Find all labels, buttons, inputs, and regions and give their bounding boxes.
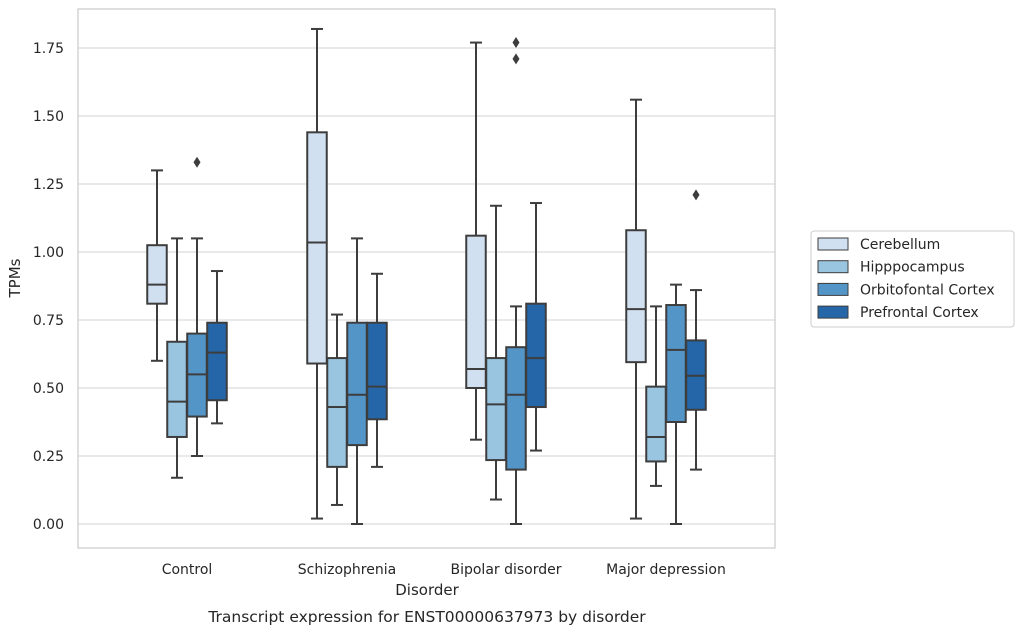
iqr-box: [525, 302, 547, 409]
box-cerebellum-0: [146, 169, 168, 362]
y-tick-label: 1.75: [33, 41, 64, 57]
box-prefrontal-cortex-0: [206, 270, 228, 425]
outlier-point: [193, 156, 201, 168]
box-orbitofontal-cortex-2: [505, 37, 527, 525]
iqr-box: [206, 321, 228, 402]
legend-label: Hipppocampus: [860, 260, 965, 276]
iqr-box: [146, 244, 168, 305]
iqr-box: [366, 321, 388, 421]
grid-lines: [78, 47, 775, 525]
box-hipppocampus-3: [645, 305, 667, 487]
plot-frame: [77, 8, 776, 549]
box-hipppocampus-2: [485, 204, 507, 501]
x-tick-labels: Control Schizophrenia Bipolar disorder Majo…: [162, 562, 726, 578]
outlier-point: [512, 37, 520, 49]
iqr-box: [505, 346, 527, 471]
iqr-box: [326, 357, 348, 468]
iqr-box: [465, 234, 487, 389]
box-prefrontal-cortex-2: [525, 202, 547, 452]
iqr-box: [665, 304, 687, 424]
box-orbitofontal-cortex-1: [346, 237, 368, 525]
box-hipppocampus-0: [166, 237, 188, 479]
x-tick-label: Schizophrenia: [298, 562, 396, 578]
box-orbitofontal-cortex-3: [665, 283, 687, 525]
iqr-box: [485, 357, 507, 462]
box-cerebellum-1: [306, 27, 328, 520]
iqr-box: [645, 385, 667, 463]
boxes-layer: [146, 27, 707, 525]
box-hipppocampus-1: [326, 313, 348, 506]
chart-caption: Transcript expression for ENST0000063797…: [207, 608, 646, 626]
x-axis-label: Disorder: [395, 581, 459, 599]
y-tick-label: 0.75: [33, 313, 64, 329]
outlier-point: [512, 53, 520, 65]
legend-label: Prefrontal Cortex: [860, 305, 979, 321]
y-tick-label: 1.50: [33, 109, 64, 125]
box-cerebellum-2: [465, 41, 487, 441]
outlier-point: [692, 189, 700, 201]
legend-swatch: [817, 260, 849, 274]
iqr-box: [346, 321, 368, 447]
y-tick-label: 0.00: [33, 517, 64, 533]
iqr-box: [166, 340, 188, 438]
box-prefrontal-cortex-3: [685, 189, 707, 471]
y-tick-label: 1.25: [33, 177, 64, 193]
x-tick-label: Bipolar disorder: [450, 562, 561, 578]
x-tick-label: Major depression: [606, 562, 726, 578]
y-tick-label: 0.50: [33, 381, 64, 397]
y-axis-label: TPMs: [6, 258, 24, 298]
y-tick-label: 0.25: [33, 449, 64, 465]
legend-swatch: [817, 282, 849, 296]
legend-label: Cerebellum: [860, 237, 940, 253]
iqr-box: [306, 131, 328, 365]
legend-frame: [810, 230, 1015, 328]
y-tick-labels: 0.00 0.25 0.50 0.75 1.00 1.25 1.50 1.75: [33, 41, 64, 533]
legend-label: Orbitofontal Cortex: [860, 282, 995, 298]
y-tick-label: 1.00: [33, 245, 64, 261]
box-orbitofontal-cortex-0: [186, 156, 208, 457]
x-tick-label: Control: [162, 562, 213, 578]
legend-swatch: [817, 237, 849, 251]
legend: Cerebellum Hipppocampus Orbitofontal Corte…: [810, 230, 1015, 328]
box-cerebellum-3: [625, 98, 647, 520]
iqr-box: [625, 229, 647, 364]
box-prefrontal-cortex-1: [366, 272, 388, 468]
legend-swatch: [817, 305, 849, 319]
